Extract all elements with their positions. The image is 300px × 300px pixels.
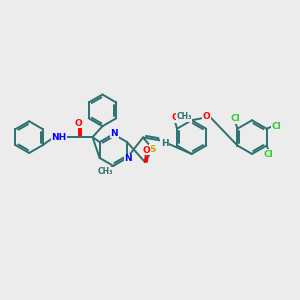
Text: Cl: Cl <box>272 122 281 131</box>
Text: H: H <box>161 139 169 148</box>
Text: N: N <box>124 154 132 164</box>
Text: CH₃: CH₃ <box>176 112 192 121</box>
Text: N: N <box>110 129 118 138</box>
Text: NH: NH <box>51 133 67 142</box>
Text: S: S <box>149 145 156 154</box>
Text: O: O <box>171 113 179 122</box>
Text: Cl: Cl <box>231 114 240 123</box>
Text: O: O <box>202 112 210 121</box>
Text: O: O <box>143 146 151 154</box>
Text: CH₃: CH₃ <box>98 167 113 176</box>
Text: O: O <box>75 119 83 128</box>
Text: Cl: Cl <box>264 150 274 159</box>
